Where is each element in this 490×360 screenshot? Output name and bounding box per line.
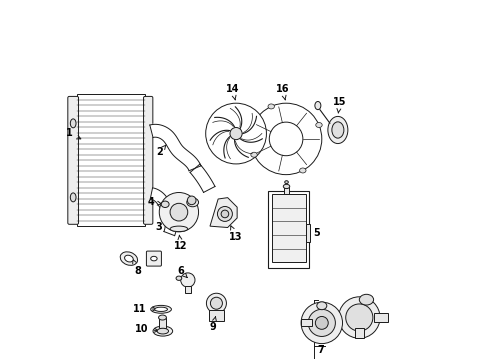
Text: 10: 10 bbox=[135, 324, 158, 334]
Circle shape bbox=[206, 293, 226, 313]
Ellipse shape bbox=[176, 276, 182, 280]
Ellipse shape bbox=[155, 307, 168, 311]
Ellipse shape bbox=[332, 122, 344, 138]
Circle shape bbox=[230, 127, 242, 140]
Circle shape bbox=[270, 122, 303, 156]
Polygon shape bbox=[190, 164, 215, 192]
Ellipse shape bbox=[328, 116, 348, 144]
Polygon shape bbox=[210, 198, 237, 228]
Ellipse shape bbox=[120, 252, 138, 265]
Text: 1: 1 bbox=[66, 129, 81, 139]
FancyBboxPatch shape bbox=[68, 96, 78, 224]
Text: 8: 8 bbox=[133, 260, 141, 276]
Ellipse shape bbox=[251, 152, 257, 157]
Text: 7: 7 bbox=[317, 345, 324, 355]
Circle shape bbox=[301, 302, 343, 343]
Ellipse shape bbox=[161, 201, 169, 207]
Circle shape bbox=[206, 103, 267, 164]
Bar bbox=[159, 318, 166, 328]
Bar bbox=[284, 186, 290, 194]
Ellipse shape bbox=[316, 122, 322, 127]
Bar bbox=[185, 286, 191, 293]
Text: 9: 9 bbox=[210, 316, 217, 332]
Circle shape bbox=[170, 203, 188, 221]
Text: 13: 13 bbox=[229, 226, 243, 242]
Text: 11: 11 bbox=[133, 303, 156, 314]
FancyBboxPatch shape bbox=[147, 251, 161, 266]
Bar bbox=[355, 328, 364, 338]
Ellipse shape bbox=[359, 294, 373, 305]
Circle shape bbox=[187, 196, 196, 205]
Ellipse shape bbox=[71, 119, 76, 128]
Ellipse shape bbox=[157, 328, 169, 334]
Ellipse shape bbox=[317, 302, 327, 310]
Ellipse shape bbox=[299, 168, 306, 173]
Text: 14: 14 bbox=[226, 84, 239, 100]
Text: 16: 16 bbox=[276, 84, 289, 100]
Bar bbox=[374, 313, 388, 322]
Ellipse shape bbox=[285, 181, 288, 184]
Circle shape bbox=[308, 309, 335, 337]
Ellipse shape bbox=[315, 102, 321, 110]
Circle shape bbox=[159, 193, 198, 232]
Circle shape bbox=[346, 304, 373, 331]
Polygon shape bbox=[150, 124, 201, 171]
Text: 5: 5 bbox=[314, 228, 320, 238]
Ellipse shape bbox=[268, 104, 274, 109]
Ellipse shape bbox=[151, 256, 157, 261]
Ellipse shape bbox=[151, 305, 171, 313]
Circle shape bbox=[210, 297, 222, 309]
Circle shape bbox=[181, 273, 195, 287]
Bar bbox=[272, 194, 306, 262]
Bar bbox=[301, 319, 312, 327]
Ellipse shape bbox=[187, 198, 198, 207]
Bar bbox=[77, 94, 145, 226]
Ellipse shape bbox=[153, 326, 172, 336]
Ellipse shape bbox=[124, 255, 133, 262]
Ellipse shape bbox=[159, 315, 167, 320]
Bar bbox=[268, 191, 309, 267]
Circle shape bbox=[316, 316, 328, 329]
Circle shape bbox=[221, 210, 229, 218]
Ellipse shape bbox=[283, 184, 290, 189]
Ellipse shape bbox=[71, 193, 76, 202]
FancyBboxPatch shape bbox=[144, 96, 153, 224]
Text: 3: 3 bbox=[155, 218, 167, 233]
Bar bbox=[209, 310, 224, 321]
Text: 12: 12 bbox=[174, 235, 188, 251]
Circle shape bbox=[250, 103, 322, 175]
Circle shape bbox=[339, 297, 380, 338]
Circle shape bbox=[218, 207, 232, 221]
Text: 4: 4 bbox=[148, 197, 161, 207]
Polygon shape bbox=[150, 188, 177, 236]
Bar bbox=[306, 224, 310, 242]
Text: 6: 6 bbox=[177, 266, 187, 278]
Text: 2: 2 bbox=[157, 145, 166, 157]
Text: 15: 15 bbox=[333, 98, 346, 113]
Ellipse shape bbox=[170, 226, 188, 231]
